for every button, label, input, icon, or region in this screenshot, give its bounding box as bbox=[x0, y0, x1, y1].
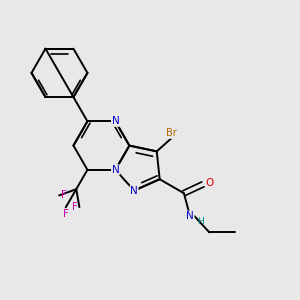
Text: N: N bbox=[112, 116, 119, 126]
Text: O: O bbox=[206, 178, 214, 188]
Text: N: N bbox=[130, 186, 138, 196]
Text: Br: Br bbox=[166, 128, 177, 138]
Text: H: H bbox=[197, 217, 204, 226]
Text: F: F bbox=[61, 190, 67, 200]
Text: N: N bbox=[186, 211, 194, 221]
Text: F: F bbox=[72, 202, 78, 212]
Text: N: N bbox=[112, 165, 119, 175]
Text: F: F bbox=[63, 209, 69, 219]
